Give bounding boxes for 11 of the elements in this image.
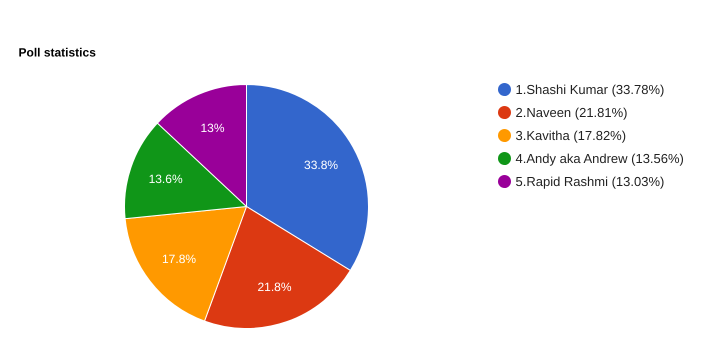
data-label: 33.8% <box>304 158 338 172</box>
data-label: 17.8% <box>162 252 196 266</box>
legend-label: 5.Rapid Rashmi (13.03%) <box>516 174 664 189</box>
data-label: 13% <box>200 121 225 136</box>
legend-label: 4.Andy aka Andrew (13.56%) <box>516 151 684 166</box>
data-label: 13.6% <box>148 172 183 186</box>
legend-label: 1.Shashi Kumar (33.78%) <box>516 82 664 97</box>
legend-label: 3.Kavitha (17.82%) <box>516 128 626 143</box>
legend-label: 2.Naveen (21.81%) <box>516 105 628 120</box>
chart-title: Poll statistics <box>18 46 96 60</box>
data-label: 21.8% <box>257 280 292 294</box>
